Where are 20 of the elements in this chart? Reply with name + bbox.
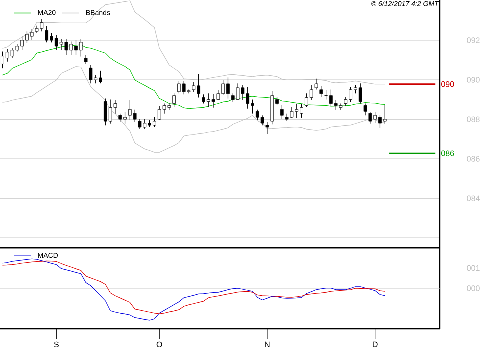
x-tick-label: O (156, 342, 162, 348)
candlestick (320, 86, 324, 98)
y-tick-label: 084 (467, 196, 480, 202)
ref-line-label: 090 (442, 82, 454, 88)
candlestick (364, 103, 368, 116)
y-tick-label: 000 (467, 286, 480, 292)
candlestick (172, 93, 176, 108)
x-tick-label: N (265, 342, 270, 348)
candlestick (280, 105, 284, 120)
y-tick-label: 001 (467, 265, 480, 272)
x-tick-label: D (373, 342, 378, 348)
candlestick (84, 54, 88, 65)
y-tick-label: 090 (467, 77, 480, 83)
candlestick (314, 78, 318, 90)
candlestick (266, 122, 270, 134)
ref-line-label: 086 (442, 150, 454, 156)
y-tick-label: 092 (467, 38, 480, 44)
y-tick-label: 088 (467, 116, 480, 122)
x-tick-label: S (54, 342, 59, 348)
y-tick-label: 086 (467, 156, 480, 162)
